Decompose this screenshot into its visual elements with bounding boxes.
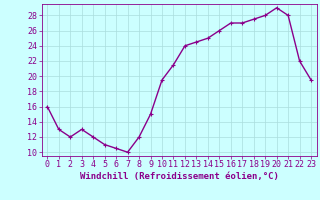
X-axis label: Windchill (Refroidissement éolien,°C): Windchill (Refroidissement éolien,°C) (80, 172, 279, 181)
